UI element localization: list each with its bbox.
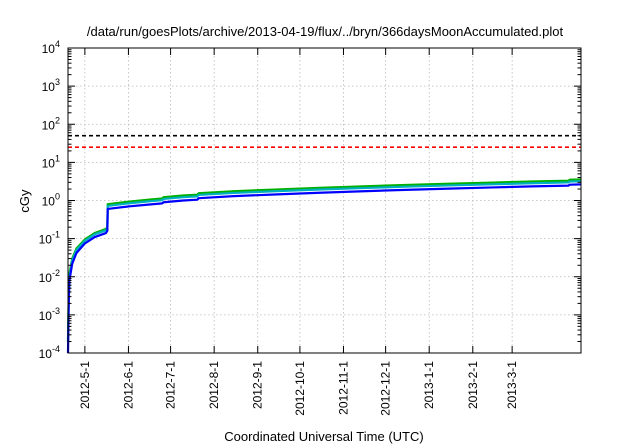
y-tick-label: 10-2 — [39, 268, 60, 285]
y-tick-label: 10-3 — [39, 306, 60, 323]
x-tick-label: 2012-9-1 — [251, 361, 265, 409]
x-tick-label: 2012-6-1 — [121, 361, 135, 409]
x-axis-label: Coordinated Universal Time (UTC) — [224, 429, 423, 444]
y-tick-label: 10-4 — [39, 344, 60, 361]
y-axis-ticks: 10-4 10-3 10-2 10-1 100 101 102 103 104 — [39, 39, 581, 361]
y-axis-label: cGy — [17, 189, 32, 213]
y-tick-label: 103 — [42, 77, 60, 94]
x-tick-label: 2012-12-1 — [379, 361, 393, 416]
x-tick-label: 2013-2-1 — [466, 361, 480, 409]
reference-lines — [68, 134, 581, 149]
x-tick-label: 2012-7-1 — [164, 361, 178, 409]
x-tick-label: 2012-11-1 — [336, 361, 350, 415]
x-axis-ticks: 2012-5-1 2012-6-1 2012-7-1 2012-8-1 2012-9-1… — [78, 48, 519, 416]
series-line-2 — [66, 180, 582, 342]
series-lines — [66, 178, 582, 354]
x-tick-label: 2012-8-1 — [207, 361, 221, 409]
chart-title: /data/run/goesPlots/archive/2013-04-19/f… — [87, 24, 564, 39]
x-tick-label: 2012-10-1 — [293, 361, 307, 416]
y-tick-label: 102 — [42, 115, 60, 132]
x-tick-label: 2013-1-1 — [422, 361, 436, 409]
y-tick-label: 10-1 — [39, 230, 60, 247]
x-tick-label: 2012-5-1 — [78, 361, 92, 409]
y-tick-label: 104 — [42, 39, 60, 56]
series-line-3 — [66, 183, 582, 354]
x-tick-label: 2013-3-1 — [505, 361, 519, 409]
y-tick-label: 100 — [42, 192, 60, 209]
y-tick-label: 101 — [42, 153, 60, 170]
